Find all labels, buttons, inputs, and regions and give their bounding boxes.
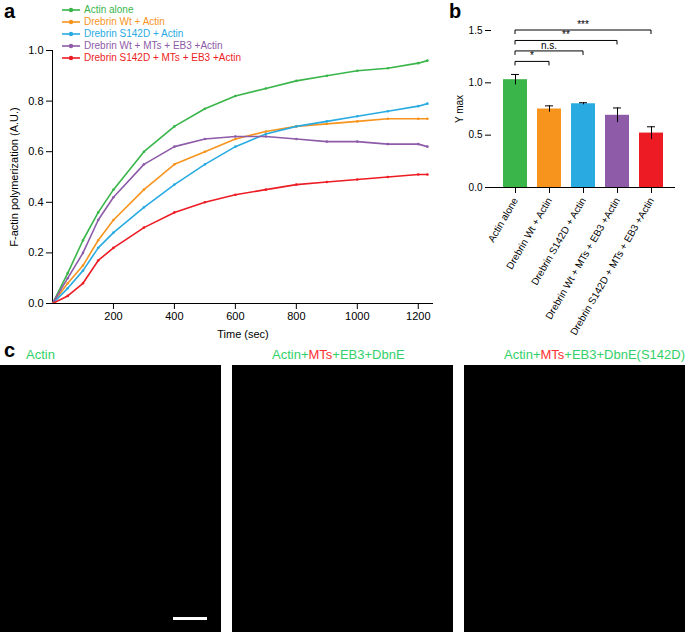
svg-text:Drebrin S142D + Actin: Drebrin S142D + Actin bbox=[528, 195, 588, 287]
html-text:Drebrin Wt + Actin: Drebrin Wt + Actin bbox=[84, 16, 165, 27]
html-text:Drebrin S142D + MTs + EB3 +Act: Drebrin S142D + MTs + EB3 +Actin bbox=[84, 52, 241, 63]
svg-text:0.4: 0.4 bbox=[28, 196, 43, 208]
svg-text:200: 200 bbox=[104, 310, 122, 322]
svg-text:n.s.: n.s. bbox=[541, 40, 557, 51]
svg-text:*: * bbox=[530, 50, 534, 61]
svg-text:***: *** bbox=[577, 19, 589, 30]
svg-text:**: ** bbox=[562, 29, 570, 40]
html-text:Actin+ MTs +EB3+DbnE: Actin+ MTs +EB3+DbnE bbox=[272, 347, 405, 362]
html-text:b: b bbox=[449, 0, 462, 22]
svg-text:0.5: 0.5 bbox=[469, 129, 483, 140]
svg-text:0.0: 0.0 bbox=[469, 182, 483, 193]
svg-text:1.5: 1.5 bbox=[469, 25, 483, 36]
svg-text:F-actin polymerization (A.U.): F-actin polymerization (A.U.) bbox=[8, 107, 20, 246]
html-text:Drebrin Wt + MTs + EB3 +Actin: Drebrin Wt + MTs + EB3 +Actin bbox=[84, 40, 223, 51]
svg-text:1.0: 1.0 bbox=[469, 77, 483, 88]
html-text:Actin alone: Actin alone bbox=[84, 4, 134, 15]
svg-text:Drebrin S142D + MTs + EB3 +Act: Drebrin S142D + MTs + EB3 +Actin bbox=[568, 196, 656, 337]
svg-text:400: 400 bbox=[165, 310, 183, 322]
html-text:Actin: Actin bbox=[26, 347, 55, 362]
svg-text:600: 600 bbox=[226, 310, 244, 322]
svg-text:0.2: 0.2 bbox=[28, 246, 43, 258]
svg-text:0.6: 0.6 bbox=[28, 145, 43, 157]
html-text:c: c bbox=[4, 339, 16, 361]
svg-text:0.8: 0.8 bbox=[28, 95, 43, 107]
svg-text:Drebrin Wt + MTs + EB3 +Actin: Drebrin Wt + MTs + EB3 +Actin bbox=[543, 195, 622, 322]
svg-text:1000: 1000 bbox=[345, 310, 369, 322]
svg-text:Time (sec): Time (sec) bbox=[217, 328, 269, 340]
html-text:a: a bbox=[4, 0, 16, 22]
svg-text:Y max: Y max bbox=[454, 95, 465, 123]
html-text:Actin+ MTs +EB3+DbnE(S142D): Actin+ MTs +EB3+DbnE(S142D) bbox=[504, 347, 685, 362]
svg-text:Actin alone: Actin alone bbox=[486, 195, 520, 244]
svg-text:800: 800 bbox=[287, 310, 305, 322]
svg-text:1200: 1200 bbox=[406, 310, 430, 322]
svg-text:0.0: 0.0 bbox=[28, 297, 43, 309]
html-text:Drebrin S142D + Actin: Drebrin S142D + Actin bbox=[84, 28, 184, 39]
svg-text:1.0: 1.0 bbox=[28, 44, 43, 56]
svg-text:Drebrin Wt + Actin: Drebrin Wt + Actin bbox=[504, 195, 554, 272]
